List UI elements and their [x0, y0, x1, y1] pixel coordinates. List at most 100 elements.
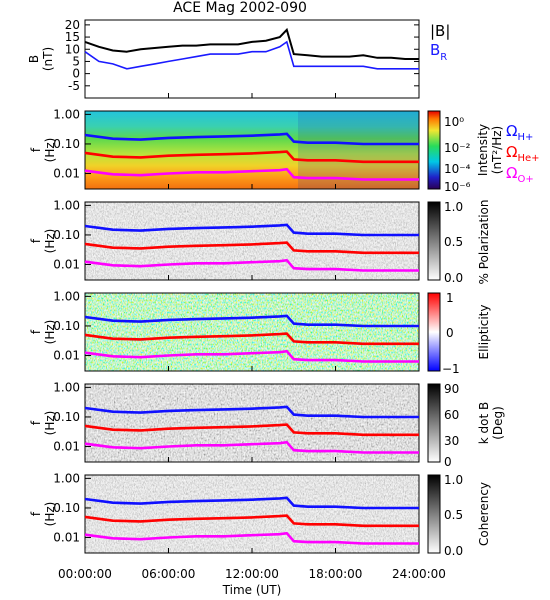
gyro-h-line — [84, 314, 419, 328]
freq-yunit: (Hz) — [43, 502, 57, 527]
legend-omega: Ω — [506, 143, 517, 161]
x-tick-label: 12:00:00 — [225, 567, 279, 581]
y-tick-label: 0.01 — [53, 349, 80, 363]
spectrogram-shade — [298, 111, 419, 189]
cbar-tick: 10⁻⁴ — [444, 162, 471, 176]
polarization-image — [85, 202, 419, 280]
colorbar-ellipticity — [427, 292, 441, 372]
cbar-tick: 0.0 — [444, 271, 463, 285]
gyro-h-line — [84, 405, 419, 419]
gyro-h-line — [84, 132, 419, 146]
legend-omega-h: ΩH+ — [506, 122, 533, 143]
x-axis-label: Time (UT) — [222, 583, 282, 597]
y-tick-label: 1.00 — [53, 107, 80, 121]
freq-ylabel: f — [29, 329, 43, 334]
series-bmag-line — [84, 27, 419, 60]
panel-kdotb: 90 60 30 0 k dot B (Deg) — [84, 382, 505, 469]
cbar-tick: 1.0 — [444, 473, 463, 487]
legend-omega-o: ΩO+ — [506, 164, 534, 185]
y-tick-label: 0.10 — [53, 228, 80, 242]
gyro-o-line — [84, 258, 419, 272]
freq-ylabel: f — [29, 511, 43, 516]
legend-h-sub: H+ — [517, 132, 533, 143]
cbar-tick: −1 — [442, 362, 460, 376]
y-tick-label: 10 — [65, 42, 80, 56]
legend-he-sub: He+ — [517, 153, 539, 164]
x-tick-label: 00:00:00 — [58, 567, 112, 581]
colorbar-intensity-label: Intensity — [476, 124, 490, 176]
legend-br-main: B — [430, 41, 440, 59]
time-axis: 00:00:00 06:00:00 12:00:00 18:00:00 24:00:00 — [58, 93, 446, 581]
colorbar-kdotb-label: k dot B — [477, 402, 491, 444]
y-tick-label: 1.00 — [53, 380, 80, 394]
cbar-tick: 0.5 — [444, 235, 463, 249]
cbar-tick: 10⁻⁶ — [444, 180, 471, 194]
field-series-group — [84, 27, 419, 70]
legend-omega: Ω — [506, 164, 517, 182]
freq-yunit: (Hz) — [43, 229, 57, 254]
freq-yunit: (Hz) — [43, 320, 57, 345]
colorbar-coherency-label: Coherency — [477, 482, 491, 546]
y-tick-label: 0.10 — [53, 137, 80, 151]
gyro-he-line — [84, 150, 419, 164]
cbar-tick: 0.5 — [444, 508, 463, 522]
cbar-tick: 1 — [446, 291, 454, 305]
gyro-o-line — [84, 440, 419, 454]
colorbar-kdotb-unit: (Deg) — [491, 406, 505, 440]
y-tick-label: 1.00 — [53, 198, 80, 212]
colorbar-coherency — [427, 474, 441, 554]
kdotb-image — [85, 384, 419, 462]
gyro-o-line — [84, 531, 419, 545]
gyro-h-line — [84, 496, 419, 510]
cbar-tick: 90 — [444, 382, 459, 396]
legend-omega: Ω — [506, 122, 517, 140]
freq-yunit: (Hz) — [43, 138, 57, 163]
y-tick-label: 0.01 — [53, 258, 80, 272]
cbar-tick: 10⁰ — [444, 115, 464, 129]
field-ylabel: B — [27, 55, 41, 63]
colorbar-polarization-label: % Polarization — [477, 200, 491, 285]
colorbar-intensity — [427, 110, 441, 190]
panel-spectrogram: 10⁰ 10⁻² 10⁻⁴ 10⁻⁶ Intensity (nT²/Hz) ΩH… — [84, 110, 540, 194]
cbar-tick: 0.0 — [444, 544, 463, 558]
gyrofrequency-lines-group — [84, 132, 419, 545]
cbar-tick: 60 — [444, 408, 459, 422]
y-tick-label: 0.10 — [53, 501, 80, 515]
freq-ylabel: f — [29, 147, 43, 152]
y-tick-label: 20 — [65, 18, 80, 32]
y-tick-label: 0.01 — [53, 440, 80, 454]
ellipticity-image — [85, 293, 419, 371]
cbar-tick: 10⁻² — [444, 141, 471, 155]
legend-br-sub: R — [440, 52, 447, 63]
colorbar-polarization — [427, 201, 441, 281]
colorbar-ellipticity-label: Ellipticity — [477, 305, 491, 360]
y-tick-label: 1.00 — [53, 471, 80, 485]
y-tick-label: 5 — [72, 54, 80, 68]
freq-yunit: (Hz) — [43, 411, 57, 436]
panel-coherency: 1.0 0.5 0.0 Coherency — [84, 473, 491, 558]
y-tick-label: -5 — [68, 79, 80, 93]
y-tick-label: 0.01 — [53, 531, 80, 545]
gyro-he-line — [84, 332, 419, 346]
legend-bmag: |B| — [430, 22, 450, 40]
gyro-h-line — [84, 223, 419, 237]
y-tick-label: 1.00 — [53, 289, 80, 303]
panel-field-frame — [84, 19, 420, 99]
y-tick-label: 0.10 — [53, 319, 80, 333]
x-tick-label: 06:00:00 — [142, 567, 196, 581]
cbar-tick: 1.0 — [444, 200, 463, 214]
freq-ylabel: f — [29, 238, 43, 243]
y-tick-label: 0.10 — [53, 410, 80, 424]
chart-title: ACE Mag 2002-090 — [173, 0, 307, 16]
y-tick-label: 0 — [72, 67, 80, 81]
colorbar-kdotb — [427, 383, 441, 463]
x-tick-label: 18:00:00 — [309, 567, 363, 581]
gyro-o-line — [84, 349, 419, 363]
gyro-o-line — [84, 167, 419, 181]
field-yunit: (nT) — [41, 47, 55, 71]
gyro-he-line — [84, 514, 419, 528]
legend-o-sub: O+ — [517, 174, 533, 185]
cbar-tick: 0 — [446, 326, 454, 340]
